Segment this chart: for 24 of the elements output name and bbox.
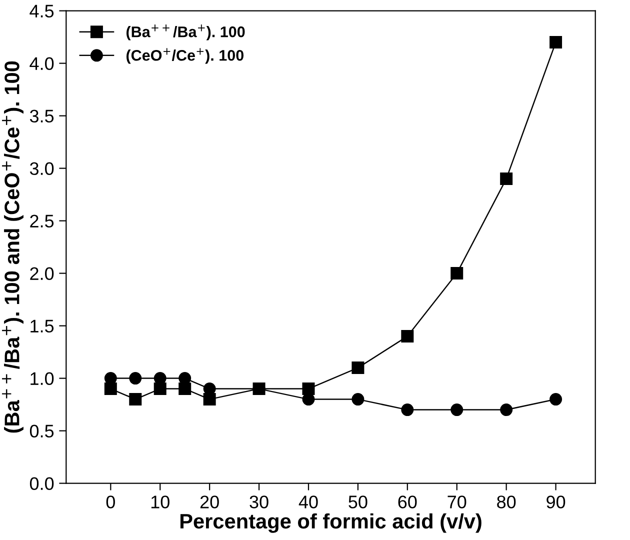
y-tick-label: 4.5 — [30, 4, 54, 18]
x-tick-label: 20 — [200, 496, 219, 508]
x-tick-label: 30 — [250, 496, 268, 508]
x-tick-label: 40 — [298, 496, 318, 508]
x-tick-label: 90 — [546, 496, 566, 508]
x-tick-label: 10 — [151, 496, 170, 508]
text: (Ba$^{++}$/Ba$^{+}$). 100 and (CeO$^{+}$/Ce$^{+}$). 100 — [2, 61, 24, 433]
legend-label: (CeO$^{+}$/Ce$^{+}$). 100 — [126, 48, 244, 64]
y-tick-label: 0.0 — [30, 477, 54, 490]
legend-label: (Ba$^{++}$/Ba$^{+}$). 100 — [126, 24, 245, 40]
y-tick-label: 3.0 — [30, 162, 54, 176]
y-tick-label: 2.5 — [30, 214, 54, 228]
x-tick-label: 50 — [348, 496, 368, 508]
x-axis-title: Percentage of formic acid (v/v) — [180, 513, 482, 533]
x-tick-label: 0 — [106, 496, 115, 508]
y-tick-label: 2.0 — [30, 267, 54, 280]
y-tick-label: 4.0 — [30, 57, 54, 70]
x-tick-label: 60 — [398, 496, 417, 508]
y-tick-label: 1.0 — [30, 372, 54, 386]
x-tick-label: 70 — [448, 496, 466, 508]
x-tick-label: 80 — [497, 496, 516, 508]
y-tick-label: 1.5 — [30, 320, 54, 333]
y-tick-label: 0.5 — [30, 424, 54, 438]
y-tick-label: 3.5 — [30, 110, 54, 123]
